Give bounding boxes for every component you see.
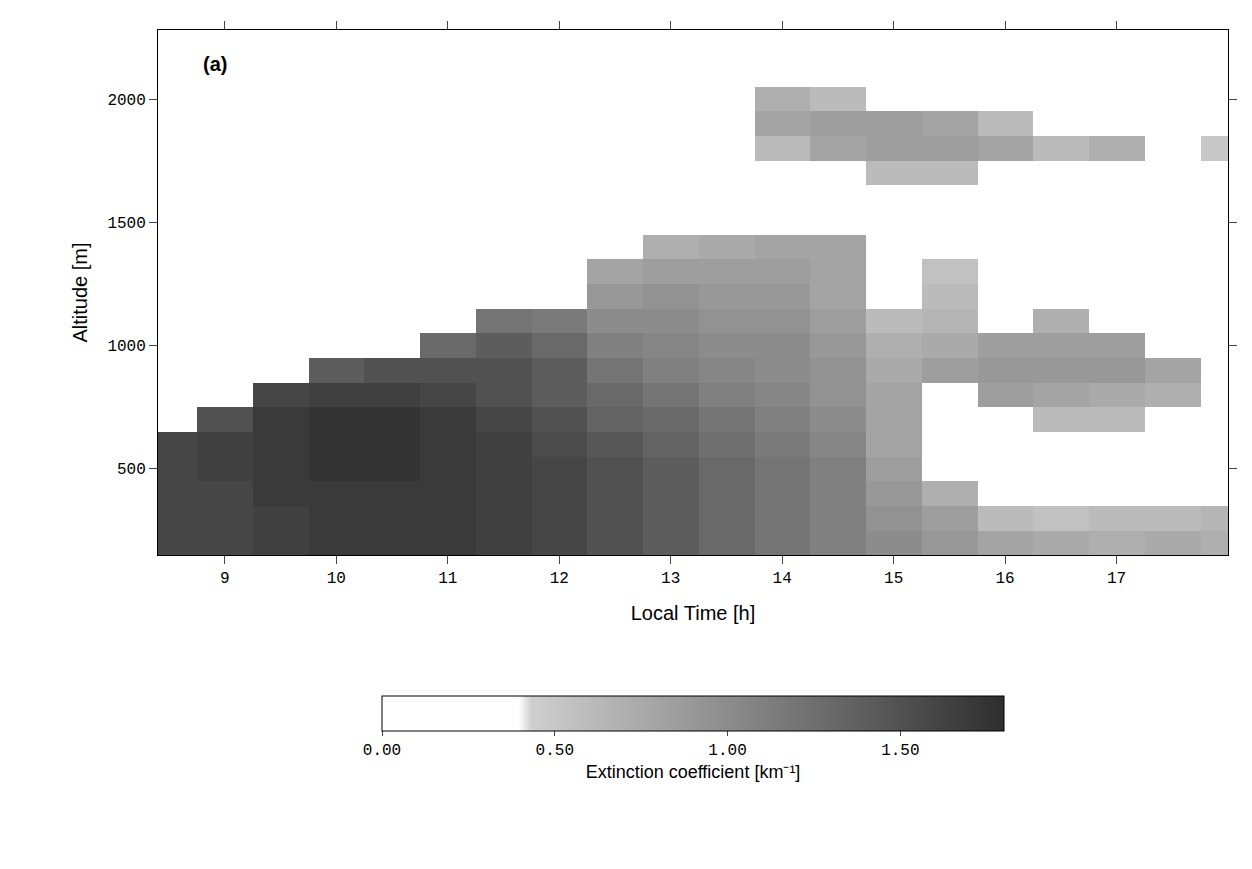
svg-text:1.50: 1.50 [881, 742, 919, 760]
svg-text:12: 12 [550, 570, 569, 588]
svg-text:17: 17 [1107, 570, 1126, 588]
svg-text:14: 14 [773, 570, 792, 588]
svg-text:Altitude [m]: Altitude [m] [69, 242, 91, 342]
svg-text:Local Time [h]: Local Time [h] [631, 602, 756, 624]
svg-text:1000: 1000 [107, 338, 145, 356]
svg-text:11: 11 [438, 570, 457, 588]
svg-text:1.00: 1.00 [708, 742, 746, 760]
svg-text:(a): (a) [203, 53, 227, 75]
svg-text:500: 500 [117, 461, 146, 479]
svg-text:15: 15 [884, 570, 903, 588]
svg-text:10: 10 [327, 570, 346, 588]
svg-text:0.00: 0.00 [363, 742, 401, 760]
svg-text:2000: 2000 [107, 92, 145, 110]
svg-text:Extinction coefficient [km⁻¹]: Extinction coefficient [km⁻¹] [586, 762, 801, 782]
svg-text:1500: 1500 [107, 215, 145, 233]
svg-text:0.50: 0.50 [536, 742, 574, 760]
svg-text:13: 13 [661, 570, 680, 588]
svg-text:9: 9 [220, 570, 230, 588]
svg-text:16: 16 [995, 570, 1014, 588]
